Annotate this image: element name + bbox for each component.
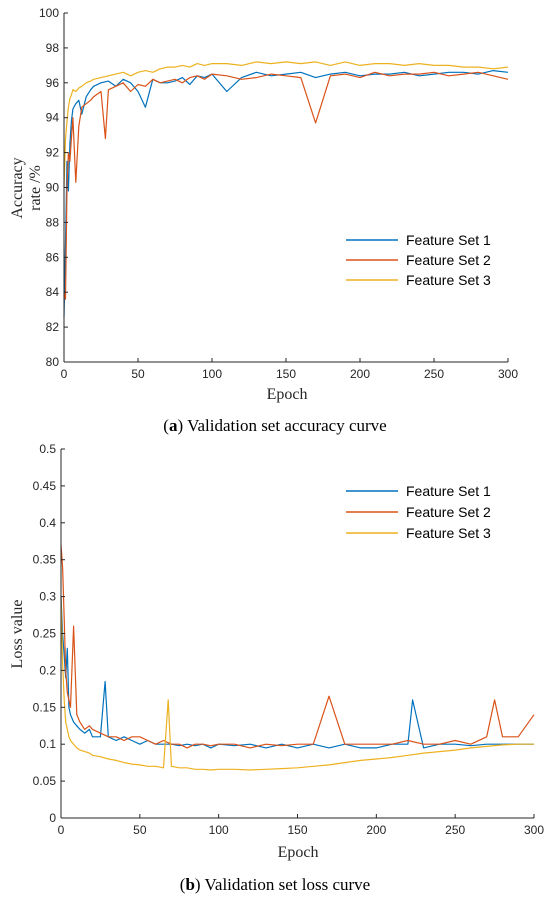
- legend-label-feature-set-2: Feature Set 2: [406, 252, 491, 268]
- x-tick-label: 300: [498, 367, 518, 381]
- x-tick-label: 100: [202, 367, 222, 381]
- legend-label-feature-set-1: Feature Set 1: [406, 232, 491, 248]
- legend: Feature Set 1 Feature Set 2 Feature Set 3: [346, 483, 491, 541]
- y-tick-label: 0.35: [33, 553, 57, 567]
- y-tick-label: 90: [46, 181, 60, 195]
- y-tick-label: 82: [46, 320, 60, 334]
- legend-label-feature-set-1: Feature Set 1: [406, 483, 491, 499]
- y-tick-label: 80: [46, 355, 60, 369]
- y-tick-label: 0.3: [39, 590, 56, 604]
- y-axis-label: Loss value: [9, 600, 26, 669]
- loss-chart-panel: Epoch Loss value (b) Validation set loss…: [9, 442, 544, 894]
- legend-label-feature-set-3: Feature Set 3: [406, 525, 491, 541]
- x-tick-label: 100: [209, 823, 229, 837]
- legend-label-feature-set-2: Feature Set 2: [406, 504, 491, 520]
- chart-caption: (a) Validation set accuracy curve: [163, 416, 386, 435]
- y-tick-label: 92: [46, 146, 60, 160]
- y-axis-label-line-1: Loss value: [9, 600, 26, 669]
- y-tick-label: 0.4: [39, 516, 56, 530]
- y-tick-label: 0: [49, 811, 56, 825]
- y-tick-label: 98: [46, 41, 60, 55]
- caption-text: Validation set accuracy curve: [187, 416, 387, 435]
- y-tick-label: 0.05: [33, 774, 57, 788]
- chart-caption: (b) Validation set loss curve: [180, 875, 370, 894]
- y-tick-label: 0.45: [33, 479, 57, 493]
- x-tick-label: 50: [133, 823, 147, 837]
- x-tick-label: 50: [131, 367, 145, 381]
- y-axis-label-line-1: Accuracy: [9, 157, 26, 218]
- x-tick-label: 0: [58, 823, 65, 837]
- y-tick-label: 84: [46, 285, 60, 299]
- legend: Feature Set 1 Feature Set 2 Feature Set 3: [346, 232, 491, 288]
- x-tick-label: 150: [276, 367, 296, 381]
- x-axis-label: Epoch: [267, 386, 308, 403]
- x-tick-label: 200: [350, 367, 370, 381]
- series-line-feature-set-1: [63, 69, 509, 317]
- x-tick-label: 200: [366, 823, 386, 837]
- series-line-feature-set-2: [60, 544, 535, 749]
- y-tick-label: 0.1: [39, 737, 56, 751]
- y-axis-label: Accuracy rate /%: [9, 157, 44, 218]
- series-line-feature-set-1: [60, 596, 534, 749]
- series-line-feature-set-3: [63, 61, 509, 188]
- caption-letter: a: [169, 416, 178, 435]
- y-tick-label: 0.15: [33, 700, 57, 714]
- y-tick-label: 96: [46, 76, 60, 90]
- legend-label-feature-set-3: Feature Set 3: [406, 272, 491, 288]
- caption-text: Validation set loss curve: [205, 875, 371, 894]
- series-line-feature-set-2: [63, 71, 509, 300]
- y-tick-label: 94: [46, 111, 60, 125]
- y-tick-label: 86: [46, 250, 60, 264]
- x-tick-label: 250: [445, 823, 465, 837]
- x-tick-label: 150: [287, 823, 307, 837]
- x-tick-label: 300: [524, 823, 544, 837]
- caption-letter: b: [185, 875, 194, 894]
- y-tick-label: 100: [39, 6, 59, 20]
- x-axis-label: Epoch: [278, 844, 319, 861]
- y-tick-label: 0.5: [39, 442, 56, 456]
- series-line-feature-set-3: [60, 596, 534, 771]
- x-tick-label: 0: [61, 367, 68, 381]
- y-axis-label-line-2: rate /%: [27, 165, 44, 211]
- y-tick-label: 88: [46, 215, 60, 229]
- y-tick-label: 0.2: [39, 663, 56, 677]
- y-tick-label: 0.25: [33, 627, 57, 641]
- x-tick-label: 250: [424, 367, 444, 381]
- accuracy-chart-panel: Epoch Accuracy rate /% (a) Validation se…: [9, 6, 518, 435]
